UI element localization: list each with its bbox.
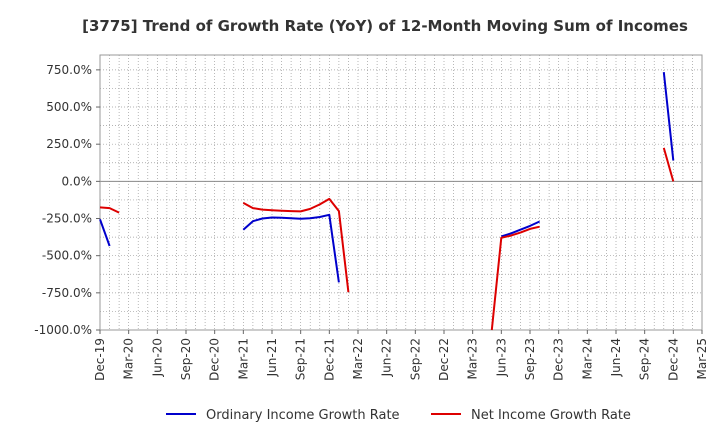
x-tick-label: Dec-22	[437, 338, 451, 381]
y-tick-label: 0.0%	[62, 174, 93, 188]
x-tick-label: Jun-21	[265, 338, 279, 377]
x-tick-label: Sep-22	[408, 338, 422, 380]
x-tick-label: Mar-20	[122, 338, 136, 379]
series-line-net-income	[99, 206, 120, 214]
x-tick-label: Mar-21	[236, 338, 250, 379]
grid	[100, 55, 702, 330]
x-tick-label: Sep-24	[638, 338, 652, 380]
x-tick-label: Jun-20	[150, 338, 164, 377]
legend-label: Net Income Growth Rate	[471, 408, 631, 423]
x-tick-label: Jun-24	[609, 338, 623, 377]
x-tick-label: Sep-21	[294, 338, 308, 380]
y-tick-label: 500.0%	[46, 100, 92, 114]
y-tick-label: -250.0%	[42, 212, 92, 226]
y-tick-label: -1000.0%	[34, 323, 92, 337]
x-tick-label: Dec-19	[93, 338, 107, 381]
axes: 750.0% 500.0% 250.0% 0.0% -250.0% -500.0% -750…	[34, 54, 709, 381]
x-tick-label: Sep-23	[523, 338, 537, 380]
series-line-net-income	[662, 147, 675, 182]
x-tick-label: Sep-20	[179, 338, 193, 380]
series-line-ordinary-income	[242, 213, 340, 283]
y-tick-label: 250.0%	[46, 137, 92, 151]
y-tick-label: -750.0%	[42, 286, 92, 300]
legend-label: Ordinary Income Growth Rate	[206, 408, 400, 423]
y-tick-label: 750.0%	[46, 63, 92, 77]
chart-title: [3775] Trend of Growth Rate (YoY) of 12-…	[82, 17, 688, 35]
x-tick-label: Jun-22	[380, 338, 394, 377]
series-line-ordinary-income	[662, 71, 675, 161]
x-tick-label: Jun-23	[494, 338, 508, 377]
series-line-net-income	[490, 225, 540, 331]
x-tick-label: Dec-23	[552, 338, 566, 381]
x-tick-label: Dec-20	[208, 338, 222, 381]
series-line-net-income	[242, 197, 350, 293]
legend: Ordinary Income Growth Rate Net Income Gr…	[166, 408, 631, 423]
plot-frame	[99, 54, 703, 331]
y-tick-label: -500.0%	[42, 249, 92, 263]
x-tick-label: Mar-25	[695, 338, 709, 379]
x-tick-label: Mar-24	[580, 338, 594, 379]
x-tick-label: Dec-24	[666, 338, 680, 381]
x-tick-label: Mar-22	[351, 338, 365, 379]
x-tick-label: Dec-21	[322, 338, 336, 381]
series-lines	[99, 71, 675, 331]
series-line-ordinary-income	[501, 220, 541, 238]
series-line-ordinary-income	[99, 218, 111, 247]
x-tick-label: Mar-23	[466, 338, 480, 379]
